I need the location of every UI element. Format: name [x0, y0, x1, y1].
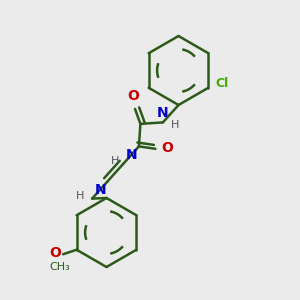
Text: H: H: [76, 190, 85, 201]
Text: H: H: [111, 156, 120, 167]
Text: CH₃: CH₃: [50, 262, 70, 272]
Text: O: O: [161, 141, 173, 155]
Text: O: O: [49, 246, 61, 260]
Text: N: N: [157, 106, 169, 120]
Text: O: O: [128, 89, 140, 103]
Text: N: N: [126, 148, 137, 162]
Text: N: N: [94, 183, 106, 197]
Text: H: H: [170, 120, 179, 130]
Text: Cl: Cl: [215, 77, 228, 90]
